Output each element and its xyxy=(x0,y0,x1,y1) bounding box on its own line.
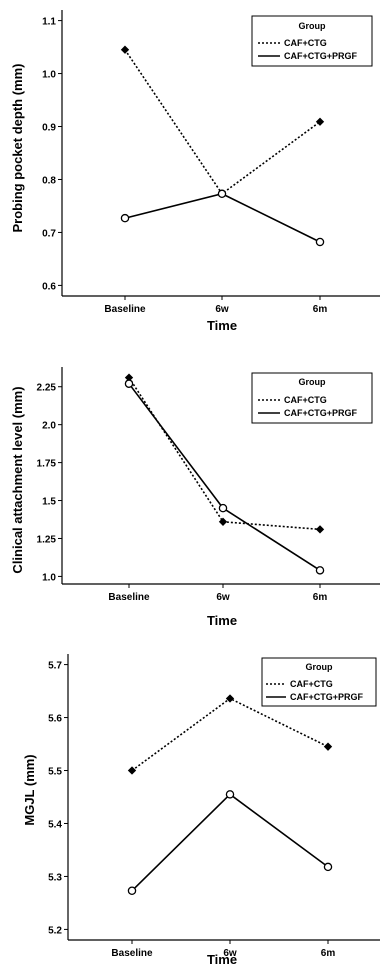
panel-3-marks: 5.2 5.3 5.4 5.5 5.6 5.7 Baseline 6w 6m xyxy=(48,654,380,959)
panel-2-point-caf-ctg-prgf-baseline xyxy=(124,379,134,388)
panel-1-x-tick-label-baseline: Baseline xyxy=(104,304,146,315)
panel-3-legend: Group CAF+CTG CAF+CTG+PRGF xyxy=(261,657,377,707)
panel-2-legend-title: Group xyxy=(299,377,326,387)
panel-3-x-tick-label-6w: 6w xyxy=(223,948,237,959)
panel-1-y-tick-label: 1.0 xyxy=(42,70,56,81)
panel-2-legend-box xyxy=(251,372,373,424)
panel-3-y-tick-label: 5.4 xyxy=(48,819,62,830)
panel-2-point-caf-ctg-prgf-6w xyxy=(218,503,228,513)
panel-2-y-tick-label: 2.25 xyxy=(37,383,57,394)
panel-3-x-tick-label-6m: 6m xyxy=(321,948,336,959)
panel-1-point-caf-ctg-prgf-baseline xyxy=(120,213,130,223)
panel-3-point-caf-ctg-prgf-baseline xyxy=(127,886,137,895)
panel-2-legend-label-caf-ctg-prgf: CAF+CTG+PRGF xyxy=(284,408,358,418)
panel-2-point-caf-ctg-prgf-6m xyxy=(315,566,325,575)
panel-1-y-tick-label: 0.6 xyxy=(42,281,56,292)
panel-3-series-line-caf-ctg xyxy=(131,697,329,772)
panel-1-legend-box xyxy=(251,15,373,67)
panel-2-y-tick-label: 1.25 xyxy=(37,534,57,545)
panel-3-legend-label-caf-ctg: CAF+CTG xyxy=(290,679,333,689)
panel-3-y-tick-label: 5.3 xyxy=(48,872,62,883)
panel-1-y-axis-label: Probing pocket depth (mm) xyxy=(10,64,25,233)
panel-1-legend-label-caf-ctg: CAF+CTG xyxy=(284,38,327,48)
panel-3-series-line-caf-ctg-prgf xyxy=(131,793,329,892)
panel-2-y-tick-label: 2.0 xyxy=(42,421,56,432)
panel-3-y-tick-label: 5.7 xyxy=(48,661,62,672)
panel-2-y-axis-label: Clinical attachment level (mm) xyxy=(10,386,25,573)
panel-1-y-tick-label: 0.9 xyxy=(42,123,56,134)
panel-probing-depth: 0.6 0.7 0.8 0.9 1.0 1.1 Baseline 6w 6m Probing p… xyxy=(10,10,380,333)
panel-2-legend-label-caf-ctg: CAF+CTG xyxy=(284,395,327,405)
panel-3-y-tick-label: 5.5 xyxy=(48,767,62,778)
panel-2-y-tick-label: 1.75 xyxy=(37,459,57,470)
panel-3-legend-title: Group xyxy=(306,662,333,672)
panel-1-point-caf-ctg-prgf-6m xyxy=(315,237,325,247)
panel-2-x-tick-label-baseline: Baseline xyxy=(108,592,150,603)
panel-1-y-tick-label: 0.8 xyxy=(42,175,56,186)
panel-1-x-tick-label-6m: 6m xyxy=(313,304,328,315)
panel-1-legend-label-caf-ctg-prgf: CAF+CTG+PRGF xyxy=(284,51,358,61)
panel-2-x-axis-label: Time xyxy=(207,613,237,628)
panel-clinical-attachment-level: 1.0 1.25 1.5 1.75 2.0 2.25 Baseline 6w 6m Clinic… xyxy=(10,367,380,628)
panel-1-point-caf-ctg-prgf-6w xyxy=(217,189,227,199)
panel-1-series-line-caf-ctg-prgf xyxy=(124,192,321,243)
panel-1-x-axis-label: Time xyxy=(207,318,237,333)
panel-2-legend: Group CAF+CTG CAF+CTG+PRGF xyxy=(251,372,373,424)
panel-3-point-caf-ctg-6w xyxy=(225,694,235,703)
panel-1-series-line-caf-ctg xyxy=(124,49,321,195)
panel-3-point-caf-ctg-baseline xyxy=(127,766,137,775)
panel-1-point-caf-ctg-baseline xyxy=(120,45,130,54)
panel-3-point-caf-ctg-6m xyxy=(323,742,333,751)
panel-3-y-tick-label: 5.2 xyxy=(48,925,62,936)
panel-3-y-tick-label: 5.6 xyxy=(48,714,62,725)
panel-1-y-tick-label: 1.1 xyxy=(42,17,56,28)
panel-2-marks: 1.0 1.25 1.5 1.75 2.0 2.25 Baseline 6w 6m xyxy=(37,367,380,603)
panel-2-y-tick-label: 1.0 xyxy=(42,572,56,583)
panel-3-y-axis-label: MGJL (mm) xyxy=(22,754,37,825)
panel-3-point-caf-ctg-prgf-6m xyxy=(323,862,333,872)
panel-1-point-caf-ctg-6m xyxy=(315,117,325,126)
panel-2-y-tick-label: 1.5 xyxy=(42,497,56,508)
panel-2-point-caf-ctg-6m xyxy=(315,525,325,534)
panel-mgjl: 5.2 5.3 5.4 5.5 5.6 5.7 Baseline 6w 6m MGJL (mm)… xyxy=(22,654,380,967)
panel-3-legend-label-caf-ctg-prgf: CAF+CTG+PRGF xyxy=(290,692,364,702)
panel-2-x-tick-label-6w: 6w xyxy=(216,592,230,603)
panel-2-x-tick-label-6m: 6m xyxy=(313,592,328,603)
panel-1-x-tick-label-6w: 6w xyxy=(215,304,229,315)
panel-1-y-tick-label: 0.7 xyxy=(42,228,56,239)
panel-2-point-caf-ctg-6w xyxy=(218,517,228,526)
panel-3-x-tick-label-baseline: Baseline xyxy=(111,948,153,959)
panel-3-legend-box xyxy=(261,657,377,707)
panel-1-legend: Group CAF+CTG CAF+CTG+PRGF xyxy=(251,15,373,67)
panel-1-legend-title: Group xyxy=(299,21,326,31)
panel-1-marks: 0.6 0.7 0.8 0.9 1.0 1.1 Baseline 6w 6m xyxy=(42,10,380,315)
panel-3-point-caf-ctg-prgf-6w xyxy=(225,790,235,799)
panel-3-x-axis-label: Time xyxy=(207,952,237,967)
